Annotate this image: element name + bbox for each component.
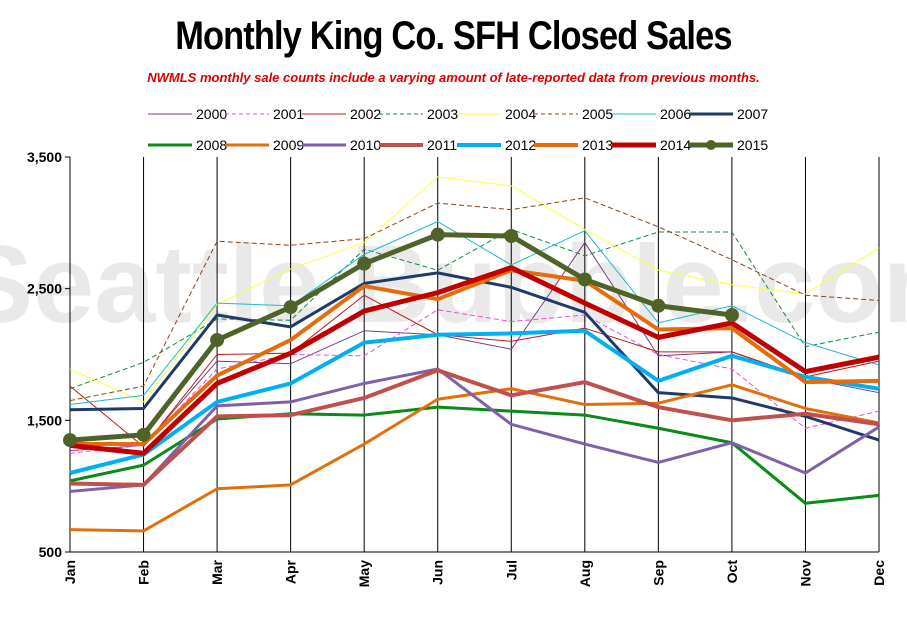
point-2015 bbox=[651, 298, 666, 313]
series-line-2004 bbox=[69, 176, 880, 403]
series-line-2003 bbox=[69, 228, 880, 390]
chart-title: Monthly King Co. SFH Closed Sales bbox=[175, 14, 732, 58]
point-2015 bbox=[283, 300, 298, 315]
legend-label-2005: 2005 bbox=[582, 106, 613, 122]
series-line-2010 bbox=[69, 367, 880, 493]
x-tick-label: Sep bbox=[650, 560, 666, 586]
y-tick-label: 2,500 bbox=[27, 281, 62, 297]
point-2015 bbox=[136, 427, 151, 442]
legend-label-2006: 2006 bbox=[660, 106, 691, 122]
axis-layer: 500 1,500 2,500 3,500 Jan Feb Mar Apr May Jun Jul A… bbox=[27, 149, 887, 587]
legend-label-2007: 2007 bbox=[737, 106, 768, 122]
series-line-2005 bbox=[69, 197, 880, 402]
x-tick-label: Aug bbox=[577, 560, 593, 587]
legend-label-2004: 2004 bbox=[505, 106, 536, 122]
series-line-2011 bbox=[69, 368, 880, 487]
series-line-2012 bbox=[69, 328, 880, 475]
series-layer bbox=[63, 176, 880, 533]
legend-label-2009: 2009 bbox=[273, 137, 304, 153]
legend-label-2014: 2014 bbox=[660, 137, 691, 153]
x-tick-label: Nov bbox=[797, 560, 813, 587]
x-tick-label: Jan bbox=[62, 560, 78, 584]
series-line-2015 bbox=[69, 232, 733, 443]
legend-label-2010: 2010 bbox=[350, 137, 381, 153]
point-2015 bbox=[210, 333, 225, 348]
legend-label-2000: 2000 bbox=[196, 106, 227, 122]
series-line-2006 bbox=[69, 221, 880, 406]
series-line-2014 bbox=[69, 265, 880, 456]
legend-label-2015: 2015 bbox=[737, 137, 768, 153]
x-tick-label: Mar bbox=[209, 559, 225, 584]
legend-label-2011: 2011 bbox=[427, 137, 457, 153]
legend-label-2008: 2008 bbox=[196, 137, 227, 153]
watermark: Seattle Bubble.com bbox=[0, 223, 907, 346]
point-2015 bbox=[63, 433, 77, 448]
x-tick-label: Jun bbox=[430, 560, 446, 585]
legend-label-2002: 2002 bbox=[350, 106, 381, 122]
point-2015 bbox=[504, 229, 519, 243]
grid-layer bbox=[69, 157, 880, 552]
legend: 2000 2001 2002 2003 2004 2005 2006 2007 2008 2009… bbox=[148, 106, 768, 153]
point-2015 bbox=[577, 272, 592, 287]
x-tick-label: May bbox=[356, 560, 372, 587]
point-2015 bbox=[430, 227, 445, 242]
y-tick-label: 1,500 bbox=[27, 412, 62, 428]
x-tick-label: Feb bbox=[136, 560, 152, 585]
x-tick-label: Dec bbox=[871, 560, 887, 586]
legend-label-2013: 2013 bbox=[582, 137, 613, 153]
y-tick-label: 500 bbox=[39, 544, 63, 560]
legend-label-2003: 2003 bbox=[427, 106, 458, 122]
x-tick-label: Jul bbox=[503, 560, 519, 580]
x-tick-label: Oct bbox=[724, 560, 740, 584]
series-line-2001 bbox=[69, 309, 880, 454]
y-tick-label: 3,500 bbox=[27, 149, 62, 165]
point-2015 bbox=[357, 256, 372, 271]
x-tick-label: Apr bbox=[283, 559, 299, 584]
chart-subtitle: NWMLS monthly sale counts include a vary… bbox=[147, 70, 760, 85]
legend-label-2012: 2012 bbox=[505, 137, 536, 153]
series-line-2013 bbox=[70, 268, 880, 447]
point-2015 bbox=[724, 308, 739, 322]
series-line-2002 bbox=[69, 294, 880, 448]
legend-label-2001: 2001 bbox=[273, 106, 304, 122]
legend-marker-2015 bbox=[706, 140, 716, 150]
series-line-2009 bbox=[69, 383, 880, 533]
